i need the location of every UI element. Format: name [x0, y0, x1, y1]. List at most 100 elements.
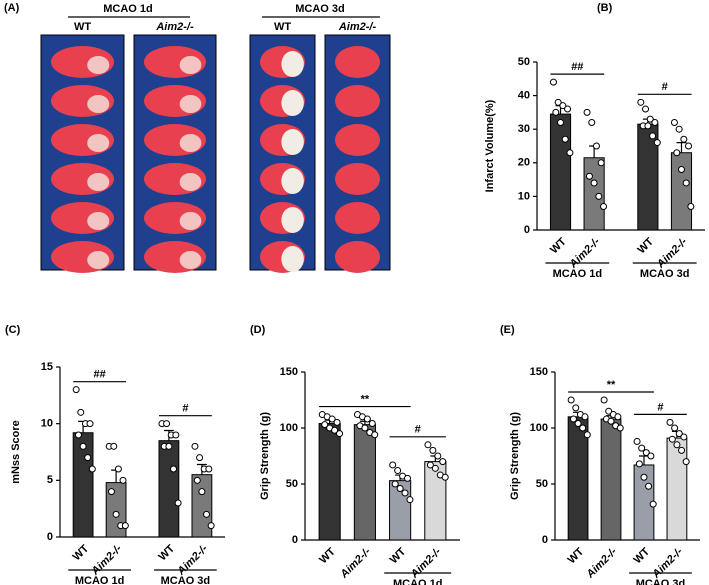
infarct [87, 134, 110, 152]
data-point [680, 433, 688, 441]
infarct [87, 212, 110, 230]
data-point [682, 179, 690, 187]
data-point [566, 149, 574, 157]
data-point [174, 499, 182, 507]
brain-slice [335, 46, 380, 78]
data-point [583, 431, 591, 439]
error-bar [638, 455, 649, 465]
data-point [653, 139, 661, 147]
data-point [424, 441, 432, 449]
data-point [675, 125, 683, 133]
data-point [633, 437, 641, 445]
data-point [677, 166, 685, 174]
brain-slice [335, 85, 380, 117]
data-point [569, 415, 577, 423]
x-tick-label: Aim2-/- [175, 542, 211, 578]
y-tick-label: 150 [530, 366, 548, 378]
infarct [281, 168, 304, 194]
data-point [363, 415, 371, 423]
data-point [616, 424, 624, 432]
infarct [179, 134, 202, 152]
data-point [333, 418, 341, 426]
group-title: MCAO 3d [295, 3, 345, 15]
data-point [559, 102, 567, 110]
data-point [682, 458, 690, 466]
infarct [281, 129, 304, 155]
data-point [371, 431, 379, 439]
data-point [198, 488, 206, 496]
data-point [581, 413, 589, 421]
infarct [281, 90, 304, 116]
brain-slice [335, 241, 380, 273]
data-point [191, 442, 199, 450]
data-point [110, 442, 118, 450]
data-point [646, 115, 654, 123]
data-point [88, 465, 96, 473]
column-title: Aim2-/- [155, 21, 194, 33]
data-point [119, 476, 127, 484]
data-point [670, 118, 678, 126]
data-point [74, 431, 82, 439]
data-point [404, 474, 412, 482]
data-point [429, 446, 437, 454]
data-point [84, 454, 92, 462]
infarct [281, 207, 304, 233]
y-axis-label: Grip Strength (g) [259, 412, 271, 500]
data-point [638, 444, 646, 452]
data-point [114, 465, 122, 473]
y-tick-label: 10 [41, 418, 53, 430]
data-point [583, 108, 591, 116]
data-point [649, 132, 657, 140]
data-point [389, 461, 397, 469]
data-point [642, 105, 650, 113]
data-point [439, 458, 447, 466]
data-point [607, 417, 615, 425]
data-point [121, 522, 129, 530]
y-tick-label: 50 [536, 478, 548, 490]
data-point [567, 396, 575, 404]
data-point [585, 172, 593, 180]
data-point [678, 446, 686, 454]
group-label: MCAO 3d [640, 268, 690, 280]
data-point [680, 135, 688, 143]
x-tick-label: WT [566, 545, 587, 566]
infarct [179, 251, 202, 269]
column-title: WT [74, 21, 91, 33]
data-point [196, 454, 204, 462]
infarct [87, 251, 110, 269]
data-point [574, 420, 582, 428]
data-point [549, 78, 557, 86]
panel-label: (D) [250, 324, 266, 336]
group-label: MCAO 3d [636, 578, 686, 585]
x-tick-label: Aim2-/- [584, 545, 620, 581]
x-tick-label: Aim2-/- [654, 235, 690, 271]
x-tick-label: WT [635, 235, 656, 256]
data-point [193, 476, 201, 484]
group-label: MCAO 1d [75, 575, 125, 585]
data-point [170, 465, 178, 473]
infarct [87, 56, 110, 74]
x-tick-label: Aim2-/- [408, 545, 444, 581]
x-tick-label: Aim2-/- [89, 542, 125, 578]
x-tick-label: Aim2-/- [338, 545, 374, 581]
group-label: MCAO 1d [393, 578, 443, 585]
y-tick-label: 50 [286, 478, 298, 490]
x-tick-label: WT [71, 542, 92, 563]
panel-label: (E) [500, 324, 515, 336]
data-point [600, 202, 608, 210]
data-point [554, 98, 562, 106]
significance-label: ## [93, 369, 105, 381]
data-point [441, 473, 449, 481]
data-point [163, 420, 171, 428]
data-point [605, 407, 613, 415]
y-tick-label: 15 [41, 361, 53, 373]
data-point [557, 118, 565, 126]
data-point [666, 418, 674, 426]
data-point [396, 484, 404, 492]
data-point [597, 159, 605, 167]
column-title: WT [274, 21, 291, 33]
data-point [172, 431, 180, 439]
bar [549, 113, 572, 231]
data-point [614, 413, 622, 421]
data-point [647, 452, 655, 460]
